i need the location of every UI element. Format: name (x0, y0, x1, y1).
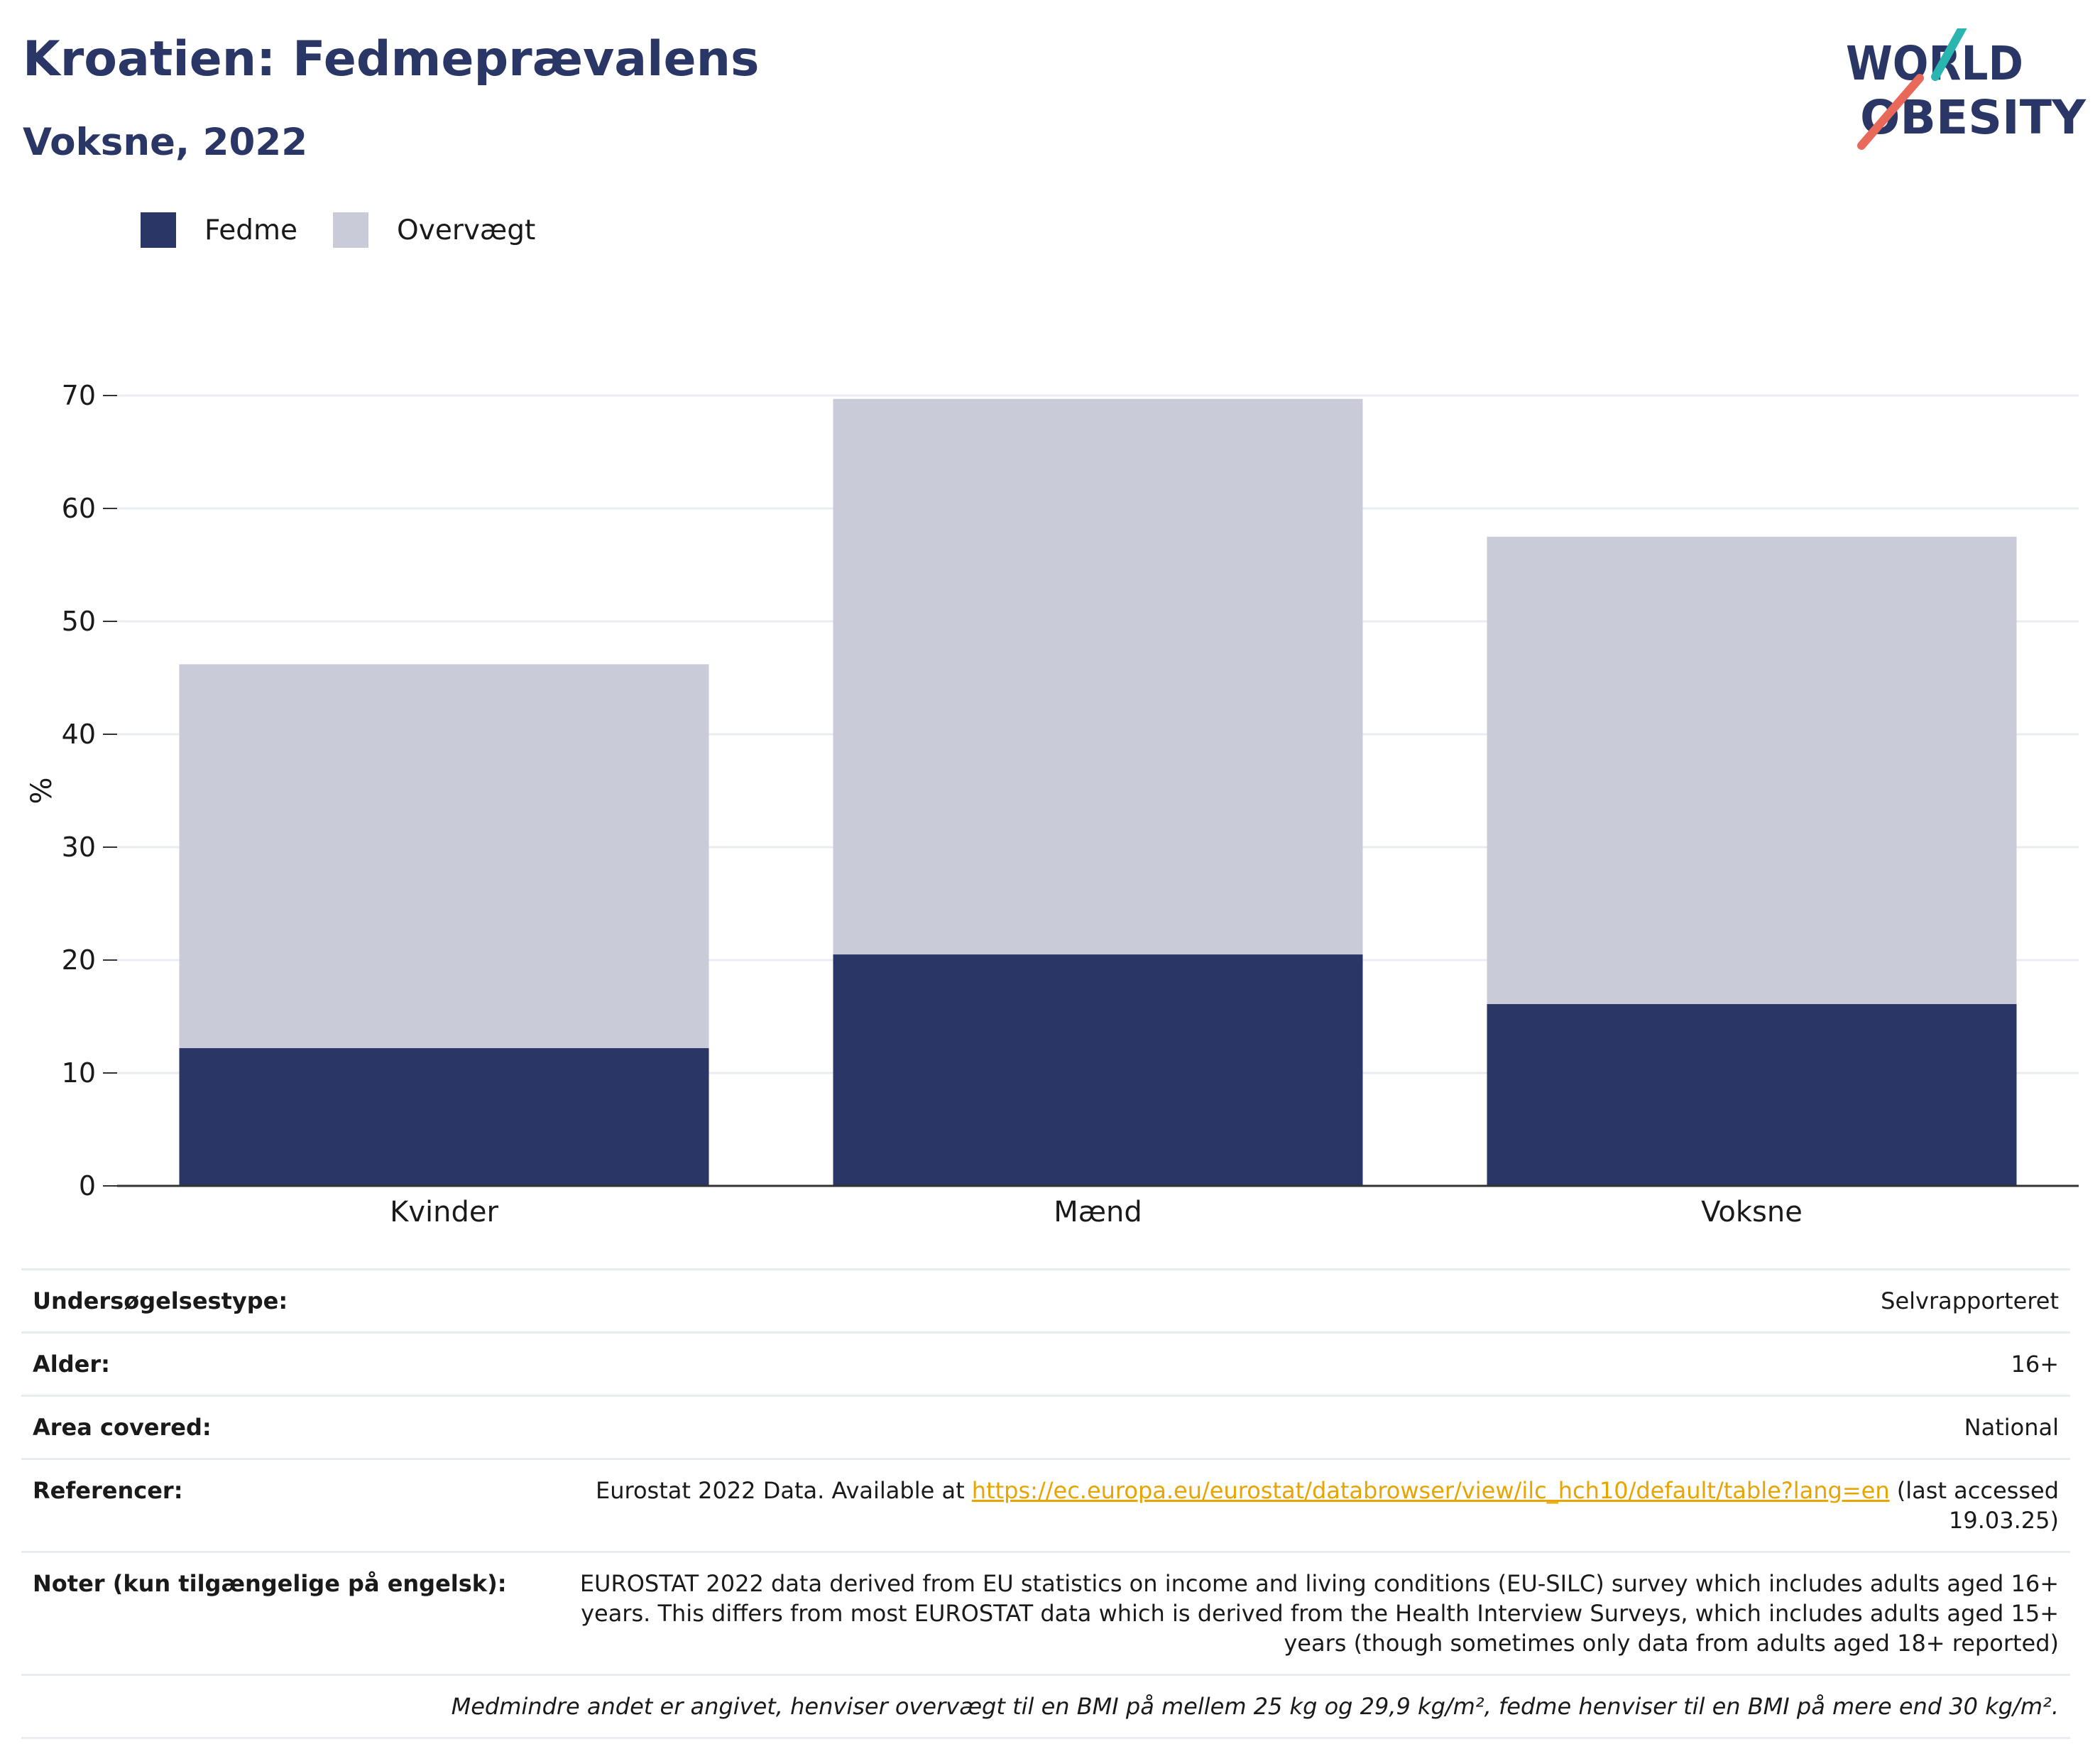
y-tick-label-30: 30 (62, 832, 96, 863)
bar-kvinder-overvægt (179, 664, 709, 1049)
info-table: Undersøgelsestype: Selvrapporteret Alder… (21, 1268, 2070, 1739)
bar-mænd-overvægt (833, 398, 1363, 955)
info-value-references: Eurostat 2022 Data. Available at https:/… (544, 1476, 2059, 1535)
x-tick-label-0: Kvinder (390, 1196, 498, 1228)
logo-line2: OBESITY (1860, 90, 2087, 145)
bar-mænd-fedme (833, 954, 1363, 1186)
world-obesity-logo: WORLD OBESITY (1846, 28, 2087, 150)
info-row-area: Area covered: National (21, 1395, 2070, 1458)
y-axis-label: % (26, 777, 58, 804)
info-label-notes: Noter (kun tilgængelige på engelsk): (33, 1570, 507, 1597)
page-title: Kroatien: Fedmeprævalens (23, 31, 760, 87)
stacked-bar-chart: 0 10 20 30 40 50 60 70% Kvinder Mænd Voksne (26, 380, 2079, 1228)
info-label-area: Area covered: (33, 1414, 212, 1441)
reference-text-after: (last accessed 19.03.25) (1889, 1477, 2059, 1534)
y-tick-label-60: 60 (62, 493, 96, 524)
info-value-notes: EUROSTAT 2022 data derived from EU stati… (579, 1570, 2059, 1657)
reference-link[interactable]: https://ec.europa.eu/eurostat/databrowse… (971, 1477, 1890, 1504)
info-row-references: Referencer: Eurostat 2022 Data. Availabl… (21, 1458, 2070, 1551)
x-tick-label-1: Mænd (1054, 1196, 1142, 1228)
y-tick-label-0: 0 (79, 1170, 96, 1202)
legend-item-overweight[interactable]: Overvægt (333, 212, 535, 248)
bar-voksne-fedme (1487, 1004, 2017, 1186)
legend-swatch-overweight (333, 212, 369, 248)
y-tick-label-40: 40 (62, 719, 96, 750)
info-label-survey-type: Undersøgelsestype: (33, 1287, 288, 1314)
info-value-area: National (1964, 1414, 2059, 1441)
legend-label-obesity: Fedme (204, 214, 298, 246)
info-row-survey-type: Undersøgelsestype: Selvrapporteret (21, 1268, 2070, 1331)
logo-teal-slash (1931, 28, 1967, 81)
info-label-references: Referencer: (33, 1477, 183, 1504)
info-label-age: Alder: (33, 1351, 110, 1378)
legend-item-obesity[interactable]: Fedme (141, 212, 297, 248)
page-subtitle: Voksne, 2022 (23, 121, 308, 164)
info-row-age: Alder: 16+ (21, 1331, 2070, 1395)
logo-coral-slash (1857, 74, 1924, 150)
legend-swatch-obesity (141, 212, 176, 248)
info-row-footnote: Medmindre andet er angivet, henviser ove… (21, 1674, 2070, 1739)
x-tick-label-2: Voksne (1701, 1196, 1803, 1228)
bmi-footnote: Medmindre andet er angivet, henviser ove… (451, 1693, 2059, 1720)
legend-label-overweight: Overvægt (397, 214, 536, 246)
reference-text-before: Eurostat 2022 Data. Available at (596, 1477, 972, 1504)
logo-line1: WORLD (1846, 36, 2023, 91)
info-value-age: 16+ (2011, 1351, 2059, 1378)
y-tick-label-20: 20 (62, 944, 96, 976)
bar-voksne-overvægt (1487, 536, 2017, 1005)
info-row-notes: Noter (kun tilgængelige på engelsk): EUR… (21, 1551, 2070, 1674)
bar-kvinder-fedme (179, 1048, 709, 1186)
info-value-survey-type: Selvrapporteret (1881, 1287, 2059, 1314)
chart-legend: Fedme Overvægt (141, 210, 571, 250)
y-tick-label-10: 10 (62, 1057, 96, 1089)
y-tick-label-70: 70 (62, 380, 96, 411)
y-tick-label-50: 50 (62, 606, 96, 637)
